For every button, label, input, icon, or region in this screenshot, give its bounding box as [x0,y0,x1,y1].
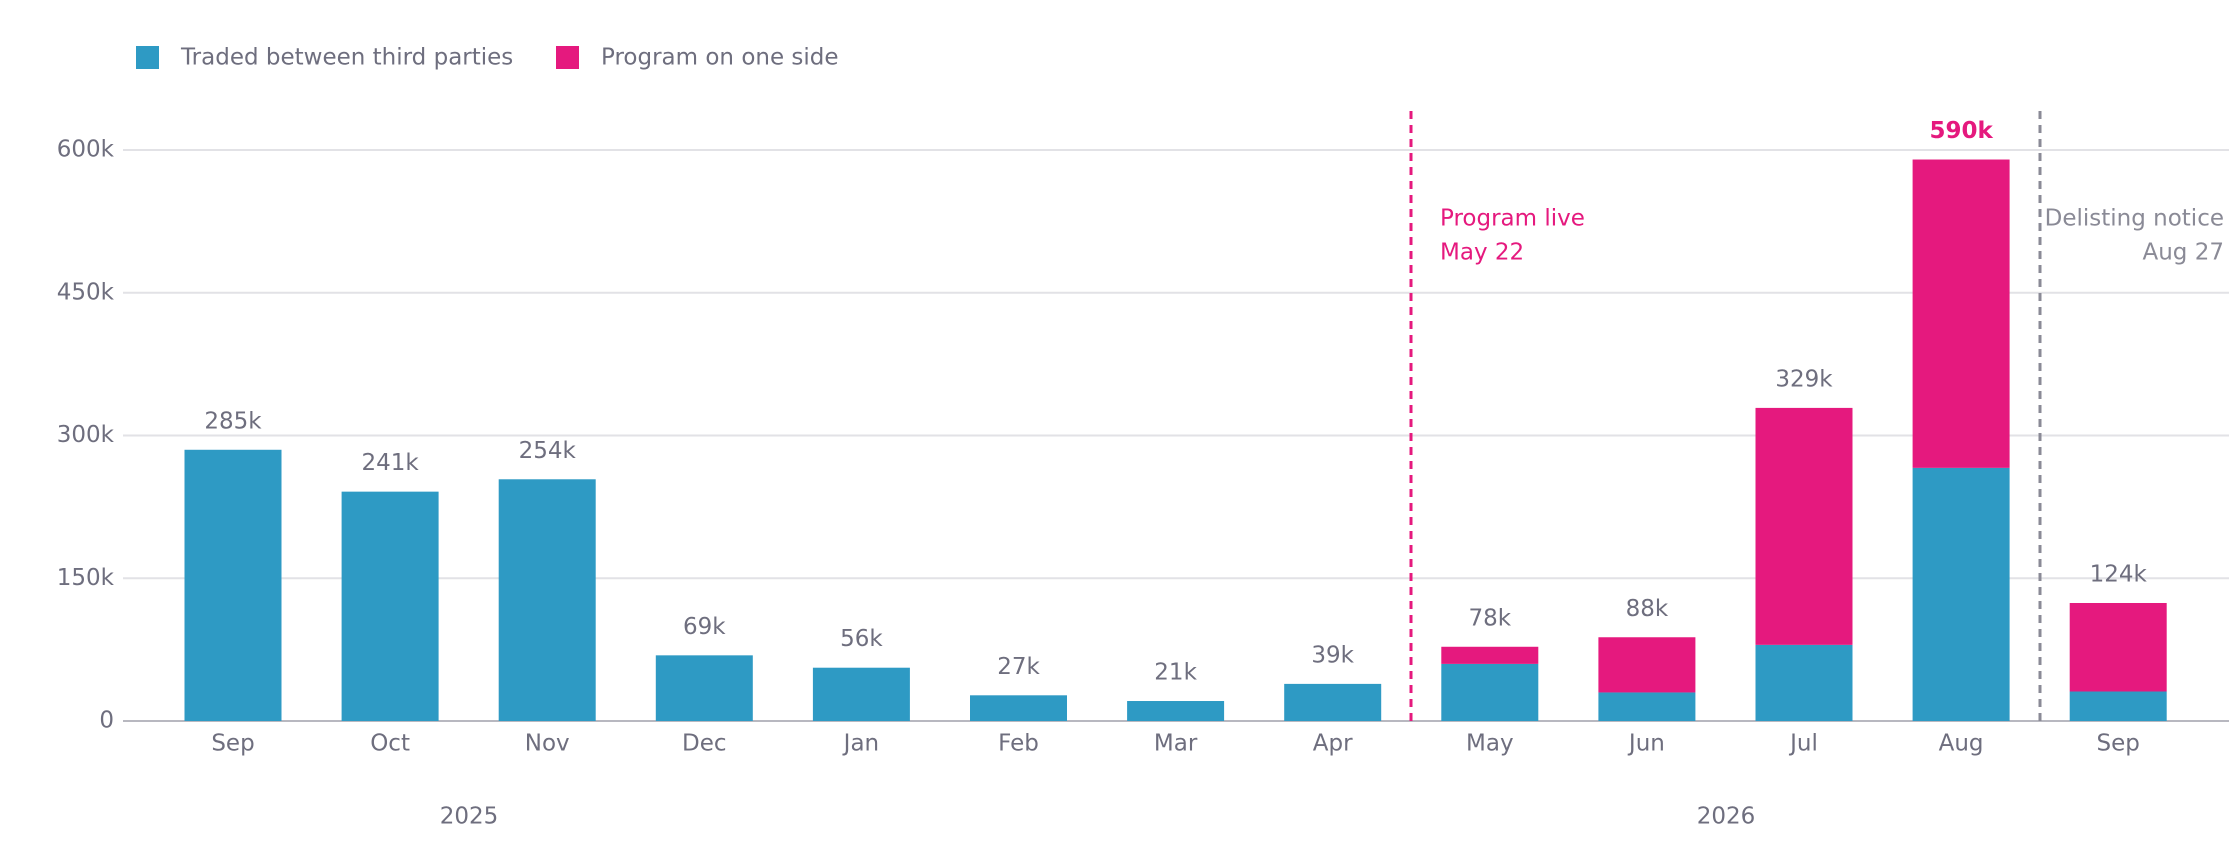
x-tick-label: Apr [1313,731,1353,757]
legend-swatch [136,46,159,69]
total-label: 39k [1311,642,1354,668]
x-tick-label: May [1466,731,1514,757]
bar-segment [1755,644,1853,721]
bar-segment [1127,701,1225,721]
legend-label: Program on one side [601,45,839,71]
total-label: 27k [997,654,1040,680]
x-tick-label: Mar [1154,731,1198,757]
bar-segment [184,449,282,721]
bar-segment [1598,692,1696,721]
total-label: 285k [204,408,262,434]
bar-segment [1441,663,1539,721]
total-label: 329k [1775,366,1833,392]
y-tick-label: 150k [57,565,115,591]
y-tick-label: 600k [57,137,115,163]
x-tick-label: Sep [211,731,254,757]
annotation-text: May 22 [1440,240,1524,266]
bar-segment [1755,407,1853,645]
x-tick-label: Jun [1627,731,1665,757]
total-label: 78k [1469,605,1512,631]
y-tick-label: 300k [57,422,115,448]
x-tick-label: Oct [370,731,410,757]
bar-segment [2069,691,2167,721]
x-tick-label: Sep [2097,731,2140,757]
bar-segment [1284,683,1382,721]
y-tick-label: 450k [57,279,115,305]
total-label: 254k [519,438,577,464]
x-tick-label: Jan [842,731,879,757]
total-label: 241k [361,450,419,476]
x-tick-label: Feb [998,731,1039,757]
x-tick-label: Jul [1788,731,1818,757]
total-label: 69k [683,614,726,640]
bar-segment [1912,467,2010,721]
total-label: 88k [1626,596,1669,622]
bar-segment [812,667,910,721]
annotation-text: Program live [1440,206,1585,232]
year-label: 2025 [440,804,499,830]
x-tick-label: Aug [1939,731,1984,757]
bar-segment [970,695,1067,721]
bar-segment [2069,602,2167,692]
y-tick-label: 0 [99,708,114,734]
total-label: 21k [1154,660,1197,686]
legend-label: Traded between third parties [180,45,513,71]
bar-segment [1441,646,1539,664]
total-label: 56k [840,626,883,652]
bar-segment [1598,637,1696,693]
bar-segment [1912,159,2010,468]
total-label: 124k [2090,561,2148,587]
bar-segment [341,491,439,721]
year-label: 2026 [1697,804,1756,830]
legend-swatch [556,46,579,69]
x-tick-label: Nov [525,731,570,757]
total-label: 590k [1929,118,1993,144]
x-tick-label: Dec [682,731,727,757]
bar-segment [655,655,753,721]
annotation-text: Delisting notice [2045,206,2224,232]
annotation-text: Aug 27 [2143,240,2225,266]
bar-segment [498,479,596,721]
